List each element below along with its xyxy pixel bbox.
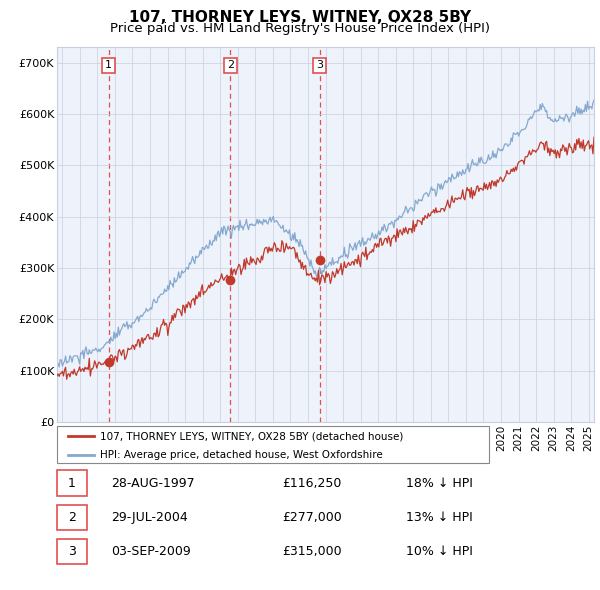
Text: 1: 1 (68, 477, 76, 490)
Bar (57, 470, 86, 496)
Bar (57, 504, 86, 530)
Text: 29-JUL-2004: 29-JUL-2004 (111, 511, 187, 524)
Text: 1: 1 (105, 60, 112, 70)
Text: 2: 2 (227, 60, 234, 70)
Text: 03-SEP-2009: 03-SEP-2009 (111, 545, 190, 558)
Text: £116,250: £116,250 (283, 477, 342, 490)
Text: HPI: Average price, detached house, West Oxfordshire: HPI: Average price, detached house, West… (100, 450, 383, 460)
Text: 10% ↓ HPI: 10% ↓ HPI (406, 545, 473, 558)
Text: 28-AUG-1997: 28-AUG-1997 (111, 477, 194, 490)
Text: 107, THORNEY LEYS, WITNEY, OX28 5BY: 107, THORNEY LEYS, WITNEY, OX28 5BY (129, 10, 471, 25)
Text: 18% ↓ HPI: 18% ↓ HPI (406, 477, 473, 490)
Bar (57, 539, 86, 565)
Text: 3: 3 (68, 545, 76, 558)
Text: 107, THORNEY LEYS, WITNEY, OX28 5BY (detached house): 107, THORNEY LEYS, WITNEY, OX28 5BY (det… (100, 431, 404, 441)
Text: 2: 2 (68, 511, 76, 524)
Text: £277,000: £277,000 (283, 511, 342, 524)
Text: 13% ↓ HPI: 13% ↓ HPI (406, 511, 473, 524)
Text: £315,000: £315,000 (283, 545, 342, 558)
Text: Price paid vs. HM Land Registry's House Price Index (HPI): Price paid vs. HM Land Registry's House … (110, 22, 490, 35)
Text: 3: 3 (316, 60, 323, 70)
